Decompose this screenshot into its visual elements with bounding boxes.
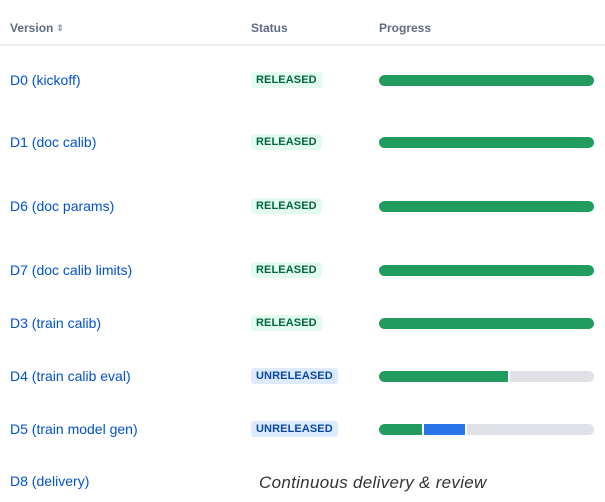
progress-todo-segment [465, 424, 594, 435]
status-badge: RELEASED [251, 262, 322, 278]
version-column-header[interactable]: Version ⇕ [10, 21, 64, 35]
table-row: D4 (train calib eval) UNRELEASED [0, 366, 605, 390]
version-link[interactable]: D1 (doc calib) [10, 134, 97, 150]
table-header: Version ⇕ Status Progress [0, 0, 605, 46]
version-link[interactable]: D5 (train model gen) [10, 421, 138, 437]
progress-done-segment [379, 371, 508, 382]
version-link[interactable]: D7 (doc calib limits) [10, 262, 133, 278]
progress-done-segment [379, 201, 594, 212]
progress-bar [379, 318, 594, 329]
progress-done-segment [379, 265, 594, 276]
delivery-note: Continuous delivery & review [259, 473, 487, 492]
progress-bar [379, 371, 594, 382]
progress-column-header: Progress [379, 21, 432, 35]
progress-done-segment [379, 137, 594, 148]
status-column-header: Status [251, 21, 288, 35]
sort-icon[interactable]: ⇕ [56, 23, 64, 33]
version-link[interactable]: D8 (delivery) [10, 473, 90, 489]
status-badge: RELEASED [251, 134, 322, 150]
table-row: D5 (train model gen) UNRELEASED [0, 419, 605, 443]
progress-bar [379, 137, 594, 148]
progress-todo-segment [508, 371, 594, 382]
status-badge: RELEASED [251, 198, 322, 214]
table-row: D0 (kickoff) RELEASED [0, 70, 605, 94]
version-link[interactable]: D0 (kickoff) [10, 72, 81, 88]
status-badge: RELEASED [251, 72, 322, 88]
progress-bar [379, 265, 594, 276]
version-link[interactable]: D6 (doc params) [10, 198, 115, 214]
progress-bar [379, 201, 594, 212]
table-row: D1 (doc calib) RELEASED [0, 132, 605, 156]
progress-done-segment [379, 318, 594, 329]
table-row: D3 (train calib) RELEASED [0, 313, 605, 337]
version-link[interactable]: D3 (train calib) [10, 315, 102, 331]
version-link[interactable]: D4 (train calib eval) [10, 368, 131, 384]
status-badge: RELEASED [251, 315, 322, 331]
table-row: D7 (doc calib limits) RELEASED [0, 260, 605, 284]
progress-done-segment [379, 424, 422, 435]
progress-in-progress-segment [422, 424, 465, 435]
status-badge: UNRELEASED [251, 421, 338, 437]
table-row: D6 (doc params) RELEASED [0, 196, 605, 220]
status-badge: UNRELEASED [251, 368, 338, 384]
progress-done-segment [379, 75, 594, 86]
progress-bar [379, 75, 594, 86]
progress-bar [379, 424, 594, 435]
version-header-label: Version [10, 21, 54, 35]
table-row: D8 (delivery) Continuous delivery & revi… [0, 471, 605, 495]
